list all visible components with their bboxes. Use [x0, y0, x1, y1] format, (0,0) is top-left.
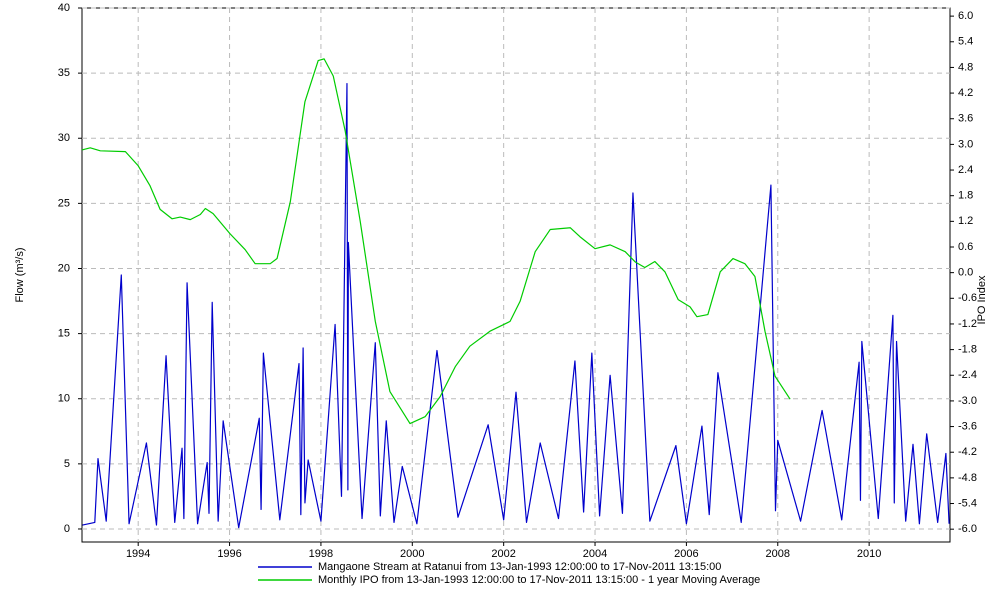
legend-label: Mangaone Stream at Ratanui from 13-Jan-1…	[318, 561, 721, 573]
y2-tick-label: 3.6	[958, 113, 973, 125]
y2-tick-label: 3.0	[958, 138, 973, 150]
x-tick-label: 1994	[126, 548, 150, 560]
y2-tick-label: 0.6	[958, 241, 973, 253]
y2-tick-label: -4.2	[958, 446, 977, 458]
y2-tick-label: 1.2	[958, 215, 973, 227]
y2-tick-label: -0.6	[958, 292, 977, 304]
y2-tick-label: 4.8	[958, 61, 973, 73]
y2-tick-label: 0.0	[958, 267, 973, 279]
x-tick-label: 2010	[857, 548, 881, 560]
y2-tick-label: -2.4	[958, 369, 977, 381]
y2-tick-label: 6.0	[958, 10, 973, 22]
y-tick-label: 30	[58, 132, 70, 144]
data-line	[81, 58, 791, 425]
y-tick-label: 5	[64, 458, 70, 470]
x-tick-label: 1998	[309, 548, 333, 560]
y2-tick-label: -6.0	[958, 523, 977, 535]
y-axis-label: Flow (m³/s)	[14, 248, 26, 303]
x-tick-label: 1996	[217, 548, 241, 560]
y-tick-label: 15	[58, 328, 70, 340]
y-tick-label: 20	[58, 262, 70, 274]
legend-label: Monthly IPO from 13-Jan-1993 12:00:00 to…	[318, 574, 760, 586]
y-tick-label: 35	[58, 67, 70, 79]
y2-tick-label: -5.4	[958, 497, 977, 509]
y2-tick-label: -3.6	[958, 420, 977, 432]
y2-tick-label: -1.2	[958, 318, 977, 330]
y2-tick-label: -4.8	[958, 472, 977, 484]
y2-tick-label: 5.4	[958, 36, 973, 48]
x-tick-label: 2002	[491, 548, 515, 560]
x-tick-label: 2008	[766, 548, 790, 560]
data-line	[82, 82, 950, 529]
y2-tick-label: 1.8	[958, 190, 973, 202]
y-tick-label: 40	[58, 2, 70, 14]
y-tick-label: 10	[58, 393, 70, 405]
y2-tick-label: -3.0	[958, 395, 977, 407]
x-tick-label: 2004	[583, 548, 607, 560]
x-tick-label: 2006	[674, 548, 698, 560]
y2-tick-label: -1.8	[958, 344, 977, 356]
y-tick-label: 25	[58, 197, 70, 209]
y2-axis-label: IPO Index	[976, 275, 988, 324]
plot-frame	[81, 7, 951, 543]
y2-tick-label: 4.2	[958, 87, 973, 99]
y-tick-label: 0	[64, 523, 70, 535]
x-tick-label: 2000	[400, 548, 424, 560]
y2-tick-label: 2.4	[958, 164, 973, 176]
